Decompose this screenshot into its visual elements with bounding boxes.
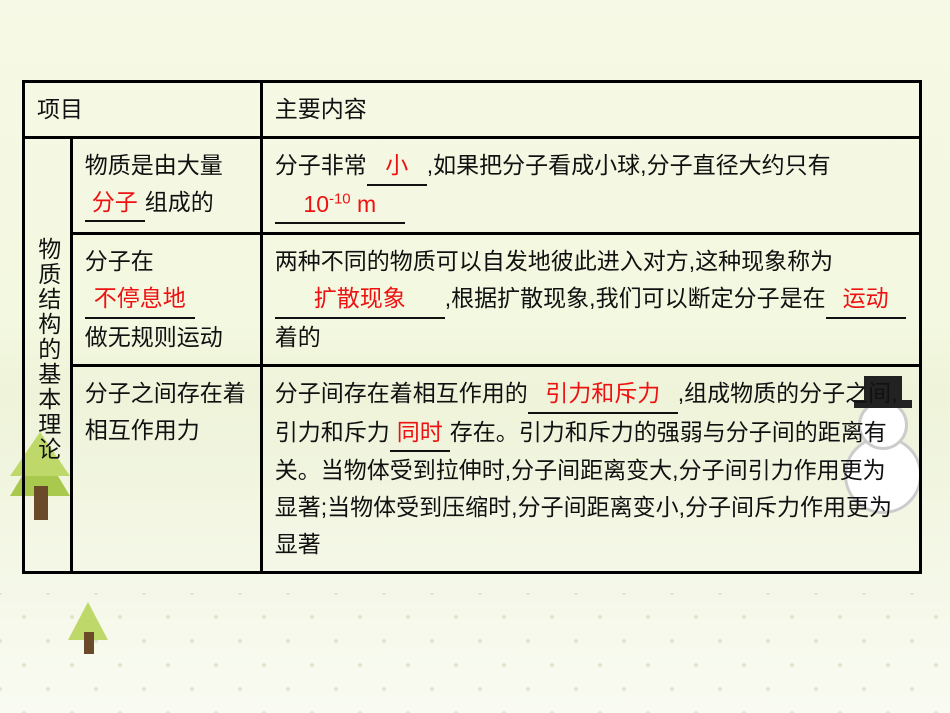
row1-ans2: 10-10 m <box>275 186 405 225</box>
row1-content: 分子非常小,如果把分子看成小球,分子直径大约只有10-10 m <box>261 137 920 234</box>
row1-ans1: 小 <box>367 147 427 186</box>
row2-label-answer: 不停息地 <box>85 280 195 319</box>
row2-content: 两种不同的物质可以自发地彼此进入对方,这种现象称为扩散现象,根据扩散现象,我们可… <box>261 234 920 365</box>
row1-label-answer: 分子 <box>85 184 145 223</box>
row1-label: 物质是由大量分子组成的 <box>71 137 261 234</box>
content-table: 项目 主要内容 物质结构的基本理论 物质是由大量分子组成的 分子非常小,如果把分… <box>22 80 922 574</box>
header-content: 主要内容 <box>261 82 920 138</box>
row3-ans1: 引力和斥力 <box>528 375 678 414</box>
side-title: 物质结构的基本理论 <box>24 137 72 572</box>
decor-dots <box>0 593 950 713</box>
decor-tree-2 <box>64 576 114 654</box>
row3-content: 分子间存在着相互作用的引力和斥力,组成物质的分子之间,引力和斥力同时存在。引力和… <box>261 365 920 572</box>
row3-label: 分子之间存在着相互作用力 <box>71 365 261 572</box>
row2-label: 分子在不停息地做无规则运动 <box>71 234 261 365</box>
header-project: 项目 <box>24 82 262 138</box>
row2-ans1: 扩散现象 <box>275 280 445 319</box>
row3-ans2: 同时 <box>390 414 450 453</box>
row2-ans2: 运动 <box>826 280 906 319</box>
